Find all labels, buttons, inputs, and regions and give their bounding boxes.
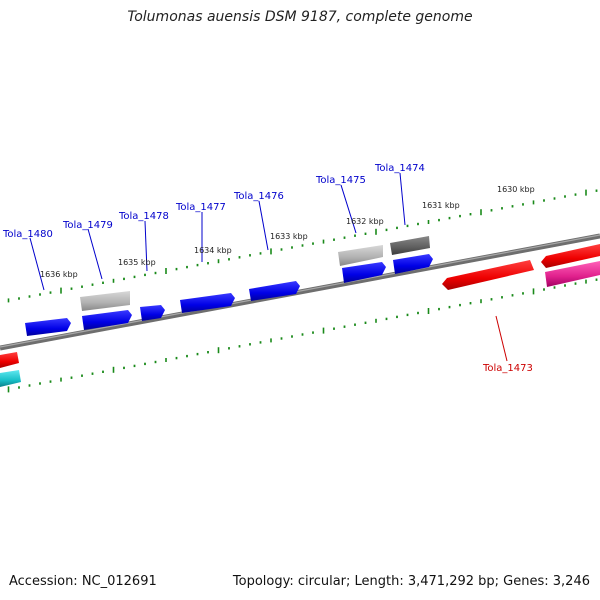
gene-tola-1480[interactable] xyxy=(25,318,71,336)
gene-label-tola-1473[interactable]: Tola_1473 xyxy=(482,363,533,374)
rna-left-edge-cyan[interactable] xyxy=(0,370,21,387)
lower-tick-track xyxy=(7,278,598,393)
rna-right-edge-magenta[interactable] xyxy=(545,261,600,287)
gene-label-tola-1480[interactable]: Tola_1480 xyxy=(2,229,53,240)
gene-label-tola-1479[interactable]: Tola_1479 xyxy=(62,220,113,231)
genome-summary-text: Topology: circular; Length: 3,471,292 bp… xyxy=(232,574,590,589)
pseudogene-tola-1479-region[interactable] xyxy=(80,291,130,311)
gene-left-edge-red[interactable] xyxy=(0,352,19,368)
gene-tola-1477[interactable] xyxy=(180,293,235,313)
gene-label-tola-1476[interactable]: Tola_1476 xyxy=(233,191,284,202)
map-title: Tolumonas auensis DSM 9187, complete gen… xyxy=(127,9,473,25)
gene-label-tola-1477[interactable]: Tola_1477 xyxy=(175,202,226,213)
genome-backbone xyxy=(0,233,600,351)
gene-tola-1476[interactable] xyxy=(249,281,300,301)
gene-tola-1473[interactable] xyxy=(442,260,534,290)
gene-tola-1474[interactable] xyxy=(393,254,433,274)
gene-tola-1479[interactable] xyxy=(82,310,132,330)
scale-label-1632: 1632 kbp xyxy=(346,217,384,226)
gene-tola-1478[interactable] xyxy=(140,305,165,321)
pseudogene-tola-1475-region[interactable] xyxy=(338,245,383,266)
scale-label-1631: 1631 kbp xyxy=(422,201,460,210)
gene-tola-1475[interactable] xyxy=(342,262,386,283)
gene-label-tola-1475[interactable]: Tola_1475 xyxy=(315,175,366,186)
gene-label-group: Tola_1480 Tola_1479 Tola_1478 Tola_1477 … xyxy=(2,163,533,374)
upper-tick-track xyxy=(7,189,598,303)
accession-text: Accession: NC_012691 xyxy=(9,574,157,589)
genome-backbone-highlight xyxy=(0,234,600,348)
scale-label-1633: 1633 kbp xyxy=(270,232,308,241)
gene-right-edge-red[interactable] xyxy=(541,244,600,268)
scale-label-group: 1636 kbp 1635 kbp 1634 kbp 1633 kbp 1632… xyxy=(40,185,535,279)
gene-label-tola-1474[interactable]: Tola_1474 xyxy=(374,163,425,174)
scale-label-1634: 1634 kbp xyxy=(194,246,232,255)
scale-label-1630: 1630 kbp xyxy=(497,185,535,194)
gene-label-tola-1478[interactable]: Tola_1478 xyxy=(118,211,169,222)
scale-label-1635: 1635 kbp xyxy=(118,258,156,267)
scale-label-1636: 1636 kbp xyxy=(40,270,78,279)
label-leader-lines xyxy=(29,172,508,362)
pseudogene-tola-1474-region[interactable] xyxy=(390,236,430,255)
